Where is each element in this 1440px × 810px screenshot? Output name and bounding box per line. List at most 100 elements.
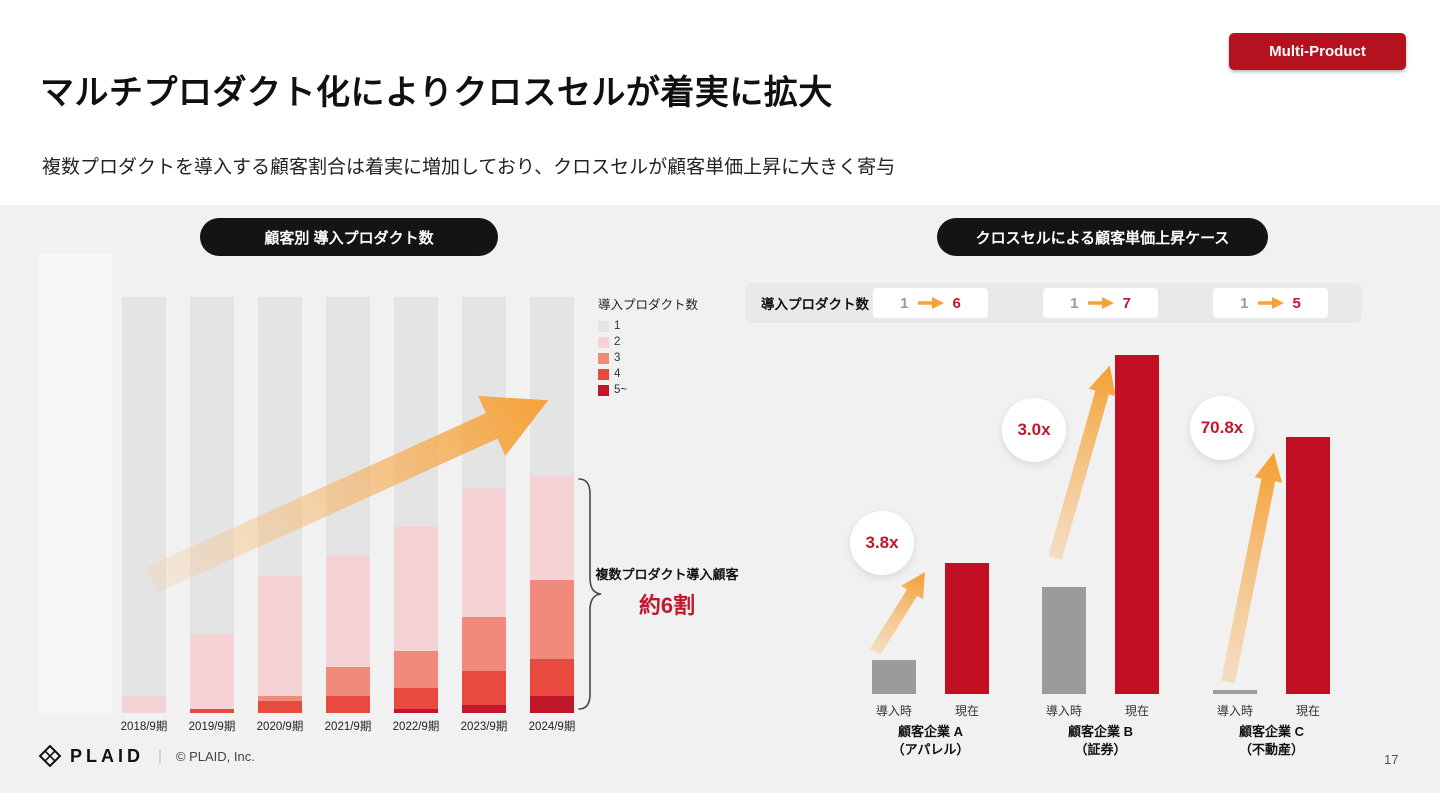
stacked-bar — [190, 297, 234, 713]
count-arrow-icon — [1257, 297, 1284, 309]
segment-products-4 — [258, 700, 302, 713]
multiplier-badge-b: 3.0x — [1002, 398, 1066, 462]
segment-products-1 — [258, 297, 302, 576]
legend-swatch — [598, 352, 609, 364]
legend-items: 1 2 3 4 5~ — [598, 320, 698, 396]
legend-swatch — [598, 384, 609, 396]
stacked-bar-column: 2021/9期 — [325, 297, 371, 733]
company-name: 顧客企業 B — [1067, 724, 1133, 739]
stacked-bar — [122, 297, 166, 713]
count-from: 1 — [1070, 294, 1079, 312]
count-from: 1 — [1240, 294, 1249, 312]
intro-bar-label: 導入時 — [1045, 704, 1082, 718]
segment-products-2 — [190, 633, 234, 709]
stacked-bar — [394, 297, 438, 713]
x-axis-label: 2020/9期 — [256, 721, 304, 733]
segment-products-3 — [530, 579, 574, 659]
segment-products-4 — [326, 696, 370, 713]
segment-products-1 — [530, 297, 574, 476]
legend-swatch — [598, 320, 609, 332]
legend-swatch — [598, 368, 609, 380]
case-chart-b: 導入時 現在 顧客企業 B （証券） — [1032, 340, 1169, 757]
segment-products-4 — [462, 671, 506, 705]
logo-text: PLAID — [70, 745, 144, 766]
company-label: 顧客企業 A （アパレル） — [862, 723, 999, 758]
segment-products-3 — [326, 667, 370, 697]
segment-products-1 — [326, 297, 370, 555]
legend: 導入プロダクト数 1 2 3 4 5~ — [598, 294, 698, 400]
company-name: 顧客企業 C — [1238, 724, 1304, 739]
brace-icon — [578, 478, 602, 710]
product-count-label: 導入プロダクト数 — [761, 297, 869, 312]
company-industry: （証券） — [1074, 741, 1127, 757]
count-to: 5 — [1292, 294, 1301, 312]
segment-products-5~ — [530, 696, 574, 713]
count-to: 6 — [952, 294, 961, 312]
annotation-value: 約6割 — [638, 593, 696, 618]
current-bar-label: 現在 — [1124, 704, 1149, 718]
legend-label: 3 — [614, 352, 621, 364]
plaid-logo-icon — [38, 744, 62, 768]
count-box-case-b: 1 7 — [1043, 288, 1158, 318]
stacked-bar-column: 2019/9期 — [189, 297, 235, 733]
stacked-bar — [530, 297, 574, 713]
company-label: 顧客企業 B （証券） — [1032, 723, 1169, 758]
company-label: 顧客企業 C （不動産） — [1203, 723, 1340, 758]
count-to: 7 — [1122, 294, 1131, 312]
segment-products-5~ — [462, 704, 506, 713]
legend-item: 2 — [598, 336, 698, 348]
stacked-bar — [462, 297, 506, 713]
legend-title: 導入プロダクト数 — [598, 298, 699, 312]
background-accent — [38, 253, 112, 713]
legend-item: 4 — [598, 368, 698, 380]
company-name: 顧客企業 A — [897, 724, 963, 739]
segment-products-3 — [394, 650, 438, 689]
legend-item: 1 — [598, 320, 698, 332]
segment-products-3 — [258, 696, 302, 701]
current-bar — [1286, 437, 1330, 694]
legend-item: 5~ — [598, 384, 698, 396]
page-number: 17 — [1384, 752, 1399, 767]
legend-label: 1 — [614, 320, 621, 332]
intro-bar-label: 導入時 — [875, 704, 912, 718]
segment-products-2 — [258, 575, 302, 697]
segment-products-2 — [122, 696, 166, 713]
page-title: マルチプロダクト化によりクロスセルが着実に拡大 — [40, 73, 833, 112]
segment-products-2 — [462, 488, 506, 618]
segment-products-5~ — [394, 708, 438, 713]
stacked-bar-column: 2022/9期 — [393, 297, 439, 733]
topic-badge: Multi-Product — [1229, 33, 1406, 70]
segment-products-4 — [394, 688, 438, 709]
legend-item: 3 — [598, 352, 698, 364]
current-bar — [945, 563, 989, 694]
segment-products-1 — [122, 297, 166, 697]
product-count-row: 導入プロダクト数 1 6 1 7 1 5 — [745, 283, 1362, 323]
company-industry: （不動産） — [1238, 741, 1304, 757]
x-axis-label: 2022/9期 — [392, 721, 440, 733]
segment-products-1 — [462, 297, 506, 489]
count-arrow-icon — [1087, 297, 1114, 309]
segment-products-1 — [394, 297, 438, 526]
intro-bar — [1042, 587, 1086, 694]
stacked-bar-column: 2020/9期 — [257, 297, 303, 733]
x-axis-label: 2024/9期 — [528, 721, 576, 733]
multiplier-badge-c: 70.8x — [1190, 396, 1254, 460]
segment-products-3 — [462, 617, 506, 672]
count-box-case-c: 1 5 — [1213, 288, 1328, 318]
legend-swatch — [598, 336, 609, 348]
x-axis-label: 2018/9期 — [120, 721, 168, 733]
right-chart-title-pill: クロスセルによる顧客単価上昇ケース — [937, 218, 1268, 256]
footer-divider: | — [158, 747, 162, 765]
legend-label: 2 — [614, 336, 621, 348]
current-bar — [1115, 355, 1159, 694]
x-axis-label: 2023/9期 — [460, 721, 508, 733]
stacked-bars: 2018/9期 2019/9期 2020/9期 2021/9期 2022/9期 2023/… — [121, 297, 576, 733]
plaid-logo: PLAID — [38, 744, 144, 768]
company-industry: （アパレル） — [891, 741, 970, 757]
case-chart-a: 導入時 現在 顧客企業 A （アパレル） — [862, 340, 999, 757]
current-bar-label: 現在 — [954, 704, 979, 718]
segment-products-2 — [326, 554, 370, 668]
stacked-bar-column: 2024/9期 — [529, 297, 575, 733]
legend-label: 4 — [614, 368, 621, 380]
intro-bar-label: 導入時 — [1216, 704, 1253, 718]
